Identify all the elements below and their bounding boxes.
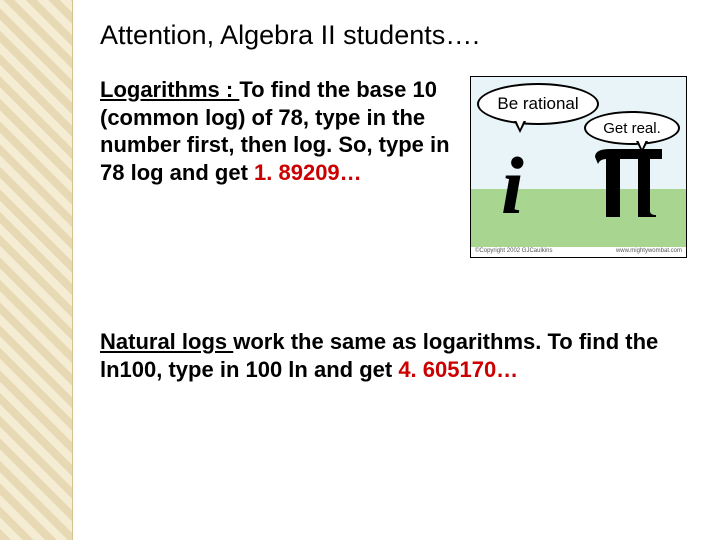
natural-logs-result: 4. 605170… bbox=[398, 357, 518, 382]
logarithms-result: 1. 89209… bbox=[254, 160, 362, 185]
comic-copyright: ©Copyright 2002 GJCaulkins bbox=[475, 248, 552, 257]
decorative-left-border bbox=[0, 0, 73, 540]
comic-site: www.mightywombat.com bbox=[616, 248, 682, 257]
pi-character bbox=[590, 139, 668, 217]
speech-bubble-rational: Be rational bbox=[477, 83, 599, 125]
first-row: Logarithms : To find the base 10 (common… bbox=[100, 76, 700, 258]
natural-logs-paragraph: Natural logs work the same as logarithms… bbox=[100, 328, 660, 383]
logarithms-paragraph: Logarithms : To find the base 10 (common… bbox=[100, 76, 455, 186]
math-comic: Be rational Get real. i ©Copyright 2002 … bbox=[470, 76, 687, 258]
logarithms-heading: Logarithms : bbox=[100, 77, 239, 102]
slide-title: Attention, Algebra II students…. bbox=[100, 20, 700, 51]
imaginary-i-character: i bbox=[501, 145, 524, 227]
slide-content: Attention, Algebra II students…. Logarit… bbox=[100, 20, 700, 383]
comic-footer: ©Copyright 2002 GJCaulkins www.mightywom… bbox=[471, 247, 686, 257]
natural-logs-heading: Natural logs bbox=[100, 329, 233, 354]
